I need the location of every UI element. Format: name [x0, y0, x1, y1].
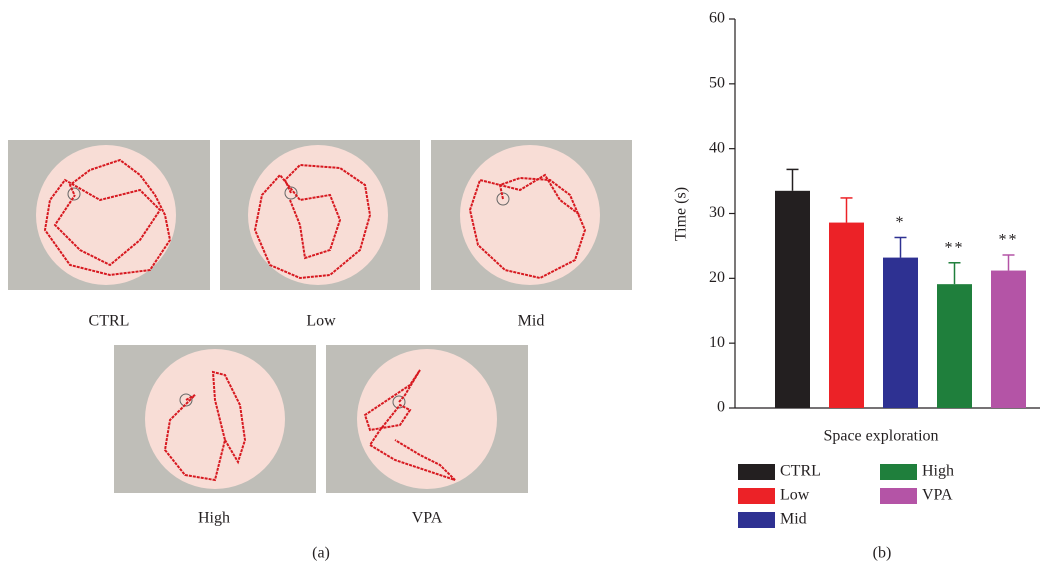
x-axis-label: Space exploration [823, 428, 938, 445]
y-tick-label: 10 [709, 334, 725, 351]
image-label: CTRL [89, 313, 130, 330]
y-tick-label: 0 [717, 399, 725, 416]
bar [937, 284, 972, 408]
y-tick-label: 60 [709, 10, 725, 27]
image-label: VPA [412, 510, 443, 527]
legend-swatch [880, 464, 917, 480]
panel-b: (b) Space exploration Time (s) 0 10 20 30 40… [673, 10, 1040, 562]
track-image [114, 345, 316, 493]
image-label: Low [306, 313, 336, 330]
panel-caption: (a) [312, 545, 330, 562]
bar [775, 191, 810, 408]
bar [991, 271, 1026, 408]
legend-swatch [738, 464, 775, 480]
legend-label: VPA [922, 487, 953, 504]
track-image [431, 140, 632, 290]
y-tick-label: 30 [709, 204, 725, 221]
panel-a: CTRL Low Mid High VPA (a) [8, 140, 632, 562]
legend-swatch [738, 512, 775, 528]
track-image [8, 140, 210, 290]
panel-caption: (b) [873, 545, 892, 562]
legend-label: Low [780, 487, 810, 504]
bar [829, 223, 864, 408]
figure: CTRL Low Mid High VPA (a) (b) Space expl… [0, 0, 1058, 573]
legend-label: CTRL [780, 463, 821, 480]
y-axis-label: Time (s) [673, 187, 690, 241]
legend-swatch [880, 488, 917, 504]
legend-label: High [922, 463, 954, 480]
bar [883, 258, 918, 408]
track-image [220, 140, 420, 290]
y-tick-label: 50 [709, 75, 725, 92]
significance-label: ** [945, 239, 965, 256]
legend-label: Mid [780, 511, 807, 528]
image-label: High [198, 510, 230, 527]
track-image [326, 345, 528, 493]
y-tick-label: 20 [709, 269, 725, 286]
legend-swatch [738, 488, 775, 504]
significance-label: * [896, 214, 906, 231]
y-tick-label: 40 [709, 139, 725, 156]
image-label: Mid [518, 313, 545, 330]
significance-label: ** [999, 232, 1019, 249]
